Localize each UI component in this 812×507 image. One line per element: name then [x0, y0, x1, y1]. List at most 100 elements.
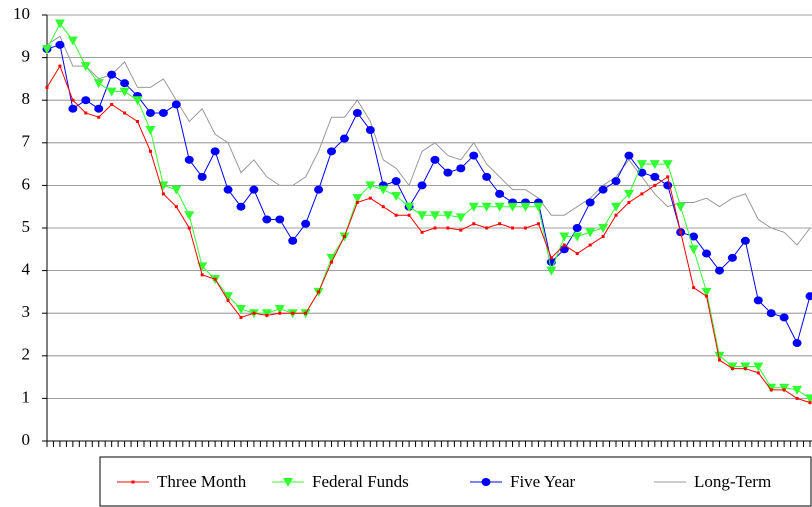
point	[443, 168, 453, 177]
point	[611, 177, 621, 186]
point	[469, 151, 479, 160]
point	[792, 385, 803, 395]
point	[675, 202, 686, 212]
point	[262, 215, 272, 224]
point	[779, 383, 790, 393]
point	[200, 273, 204, 277]
point	[54, 19, 65, 29]
point	[727, 253, 737, 262]
point	[520, 202, 531, 212]
point	[575, 252, 579, 256]
point	[145, 108, 155, 117]
legend-label: Three Month	[157, 472, 247, 491]
point	[485, 226, 489, 230]
point	[417, 181, 427, 190]
point	[67, 36, 78, 46]
point	[666, 175, 670, 179]
point	[339, 134, 349, 143]
point	[352, 108, 362, 117]
y-tick-label: 1	[22, 387, 31, 406]
point	[598, 224, 609, 233]
point	[249, 185, 259, 194]
point	[394, 213, 398, 217]
series	[42, 19, 812, 404]
point	[701, 287, 712, 297]
legend-label: Long-Term	[694, 472, 771, 491]
point	[585, 198, 595, 207]
point	[714, 266, 724, 275]
point	[702, 249, 712, 258]
point	[585, 228, 596, 238]
series	[45, 64, 812, 405]
point	[472, 222, 476, 226]
point	[123, 111, 127, 115]
point	[283, 478, 293, 487]
point	[689, 232, 699, 241]
y-tick-label: 6	[22, 174, 31, 193]
point	[533, 202, 544, 212]
point	[84, 111, 88, 115]
line	[46, 44, 811, 345]
point	[235, 304, 246, 314]
point	[55, 40, 65, 49]
legend-label: Five Year	[510, 472, 576, 491]
point	[80, 62, 91, 72]
legend-label: Federal Funds	[312, 472, 409, 491]
y-tick-label: 8	[22, 89, 31, 108]
point	[161, 192, 165, 196]
point	[171, 100, 181, 109]
point	[455, 213, 466, 223]
point	[623, 189, 634, 199]
point	[213, 277, 217, 281]
point	[236, 202, 246, 211]
point	[45, 85, 49, 89]
point	[536, 222, 540, 226]
point	[58, 64, 62, 68]
point	[304, 311, 308, 315]
point	[404, 202, 415, 212]
point	[433, 226, 437, 230]
point	[119, 87, 130, 97]
point	[274, 304, 285, 314]
point	[756, 371, 760, 375]
point	[650, 172, 660, 181]
point	[355, 200, 359, 204]
point	[705, 294, 709, 298]
point	[187, 226, 191, 230]
point	[94, 104, 104, 113]
point	[588, 243, 592, 247]
point	[261, 309, 272, 319]
point	[549, 256, 553, 260]
point	[145, 126, 156, 136]
point	[611, 202, 622, 212]
y-tick-label: 2	[22, 345, 31, 364]
y-tick-label: 10	[13, 4, 30, 23]
point	[93, 79, 104, 89]
line	[46, 64, 811, 404]
point	[795, 396, 799, 400]
point	[730, 367, 734, 371]
point	[378, 185, 389, 195]
point	[572, 232, 583, 242]
point	[391, 177, 401, 186]
point	[252, 311, 256, 315]
y-tick-label: 9	[22, 47, 31, 66]
point	[158, 108, 168, 117]
point	[97, 115, 101, 119]
point	[226, 298, 230, 302]
point	[239, 315, 243, 319]
point	[131, 480, 135, 484]
point	[391, 192, 402, 202]
y-tick-label: 4	[22, 260, 31, 279]
y-tick-label: 5	[22, 217, 31, 236]
point	[148, 149, 152, 153]
point	[679, 230, 683, 234]
point	[601, 235, 605, 239]
series	[46, 35, 811, 246]
point	[420, 230, 424, 234]
point	[429, 211, 440, 221]
point	[808, 401, 812, 405]
point	[223, 292, 234, 302]
point	[481, 202, 492, 212]
point	[407, 213, 411, 217]
